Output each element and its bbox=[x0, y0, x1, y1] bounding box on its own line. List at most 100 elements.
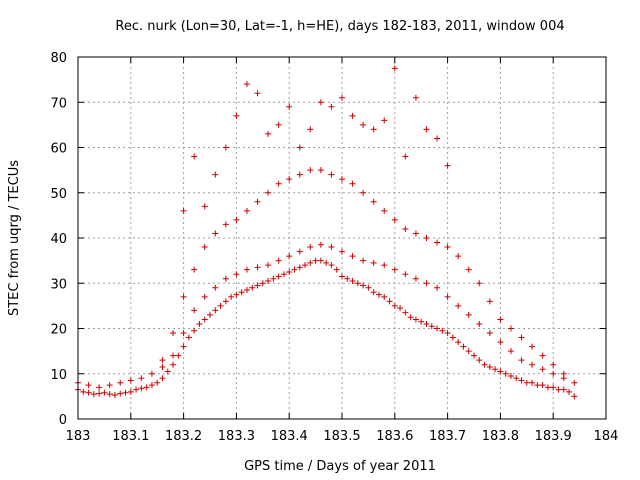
data-point-high bbox=[349, 112, 356, 119]
data-point-low bbox=[133, 386, 140, 393]
data-point-high bbox=[391, 65, 398, 72]
data-point-upper bbox=[222, 221, 229, 228]
data-point-upper bbox=[518, 334, 525, 341]
x-tick-label: 183.6 bbox=[376, 429, 413, 444]
data-point-mid bbox=[96, 384, 103, 391]
data-point-low bbox=[344, 275, 351, 282]
data-point-mid bbox=[254, 264, 261, 271]
data-point-upper bbox=[296, 171, 303, 178]
data-point-low bbox=[317, 257, 324, 264]
data-point-low bbox=[217, 302, 224, 309]
data-point-upper bbox=[497, 316, 504, 323]
data-point-low bbox=[122, 389, 129, 396]
data-point-upper bbox=[317, 167, 324, 174]
data-point-mid bbox=[423, 280, 430, 287]
data-point-upper bbox=[212, 230, 219, 237]
data-points bbox=[75, 65, 578, 400]
data-point-mid bbox=[117, 379, 124, 386]
data-point-high bbox=[402, 153, 409, 160]
data-point-low bbox=[455, 339, 462, 346]
y-tick-label: 0 bbox=[59, 413, 67, 428]
y-tick-label: 40 bbox=[50, 232, 67, 247]
data-point-low bbox=[180, 343, 187, 350]
data-point-mid bbox=[159, 363, 166, 370]
data-point-low bbox=[254, 282, 261, 289]
data-point-low bbox=[312, 257, 319, 264]
data-point-mid bbox=[148, 370, 155, 377]
data-point-high bbox=[275, 121, 282, 128]
data-point-low bbox=[476, 357, 483, 364]
data-point-mid bbox=[486, 330, 493, 337]
data-point-mid bbox=[286, 253, 293, 260]
data-point-high bbox=[412, 94, 419, 101]
data-point-low bbox=[523, 379, 530, 386]
data-point-mid bbox=[233, 271, 240, 278]
data-point-mid bbox=[307, 244, 314, 251]
data-point-high bbox=[307, 126, 314, 133]
data-point-upper bbox=[550, 361, 557, 368]
data-point-mid bbox=[476, 320, 483, 327]
data-point-low bbox=[143, 384, 150, 391]
data-point-low bbox=[175, 352, 182, 359]
data-point-high bbox=[434, 135, 441, 142]
data-point-low bbox=[502, 370, 509, 377]
data-point-mid bbox=[455, 302, 462, 309]
data-point-upper bbox=[412, 230, 419, 237]
data-point-mid bbox=[402, 271, 409, 278]
data-point-low bbox=[386, 298, 393, 305]
data-point-upper bbox=[402, 225, 409, 232]
y-tick-label: 10 bbox=[50, 368, 67, 383]
data-point-upper bbox=[560, 370, 567, 377]
data-point-mid bbox=[360, 257, 367, 264]
data-point-upper bbox=[286, 176, 293, 183]
data-point-low bbox=[270, 275, 277, 282]
data-point-low bbox=[339, 273, 345, 280]
data-point-low bbox=[428, 323, 435, 330]
data-point-low bbox=[444, 330, 451, 337]
data-point-mid bbox=[127, 377, 134, 384]
x-tick-labels: 183 183.1 183.2 183.3 183.4 183.5 183.6 183.7 18… bbox=[66, 429, 619, 444]
data-point-low bbox=[560, 386, 567, 393]
y-axis-label: STEC from uqrg / TECUs bbox=[7, 160, 22, 316]
data-point-low bbox=[106, 391, 113, 398]
data-point-low bbox=[138, 385, 145, 392]
data-point-high bbox=[233, 112, 240, 119]
data-point-high bbox=[360, 121, 367, 128]
data-point-low bbox=[544, 384, 551, 391]
data-point-low bbox=[90, 391, 97, 398]
data-point-upper bbox=[180, 293, 187, 300]
data-point-mid bbox=[339, 248, 345, 255]
data-point-low bbox=[164, 368, 171, 375]
data-point-high bbox=[339, 94, 345, 101]
data-point-low bbox=[148, 382, 155, 389]
data-point-low bbox=[354, 280, 361, 287]
data-point-low bbox=[259, 280, 266, 287]
x-tick-label: 183.1 bbox=[112, 429, 149, 444]
data-point-high bbox=[317, 99, 324, 106]
data-point-low bbox=[460, 343, 467, 350]
data-point-low bbox=[159, 375, 166, 382]
data-point-mid bbox=[138, 375, 145, 382]
data-point-high bbox=[328, 103, 335, 110]
data-point-mid bbox=[381, 262, 388, 269]
data-point-low bbox=[291, 266, 298, 273]
data-point-mid bbox=[529, 361, 536, 368]
data-point-high bbox=[381, 117, 388, 124]
x-tick-label: 183.8 bbox=[482, 429, 519, 444]
data-point-high bbox=[180, 207, 187, 214]
data-point-high bbox=[423, 126, 430, 133]
data-point-low bbox=[307, 259, 314, 266]
data-point-mid bbox=[212, 284, 219, 291]
data-point-mid bbox=[444, 293, 451, 300]
data-point-low bbox=[212, 307, 219, 314]
data-point-upper bbox=[444, 244, 451, 251]
data-point-high bbox=[444, 162, 451, 169]
data-point-low bbox=[539, 382, 546, 389]
data-point-low bbox=[397, 305, 404, 312]
data-point-upper bbox=[170, 330, 177, 337]
data-point-low bbox=[391, 302, 398, 309]
data-point-low bbox=[80, 388, 87, 395]
data-point-low bbox=[328, 262, 335, 269]
data-point-upper bbox=[465, 266, 472, 273]
